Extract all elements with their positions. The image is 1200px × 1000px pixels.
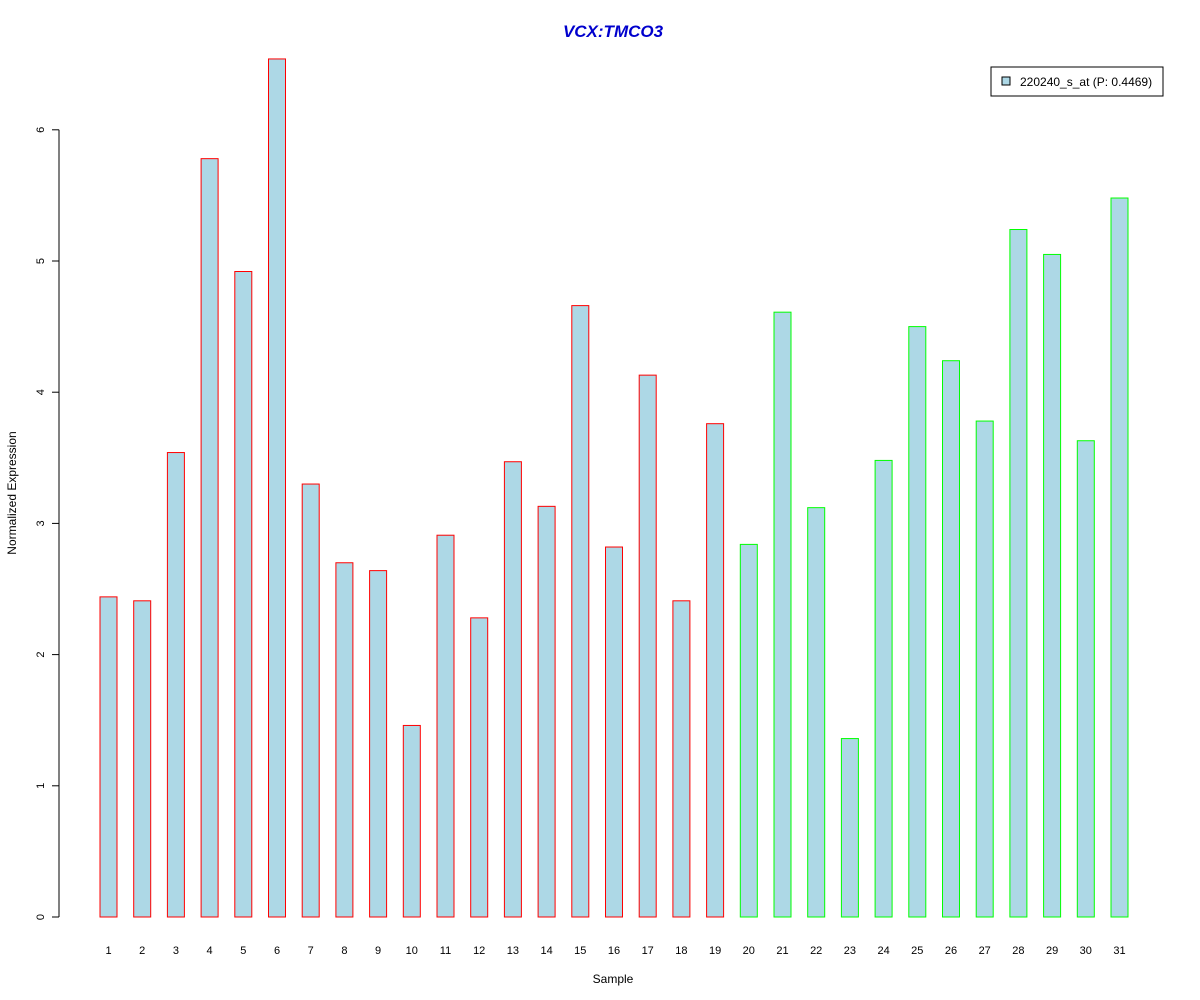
x-tick-label: 10 — [406, 945, 418, 957]
x-tick-label: 7 — [308, 945, 314, 957]
x-tick-label: 16 — [608, 945, 620, 957]
bar-sample-5 — [234, 271, 253, 918]
y-tick-label: 1 — [35, 783, 47, 789]
bar-sample-4 — [200, 158, 219, 918]
x-tick-label: 12 — [473, 945, 485, 957]
x-tick-label: 1 — [105, 945, 111, 957]
legend-swatch — [1001, 76, 1011, 86]
x-tick-label: 14 — [540, 945, 552, 957]
bar-sample-31 — [1110, 197, 1129, 918]
y-axis: 0 1 2 3 4 5 6 — [35, 127, 60, 920]
y-tick-label: 5 — [35, 258, 47, 264]
y-tick-label: 3 — [35, 520, 47, 526]
bar-sample-25 — [908, 326, 927, 918]
x-tick-label: 5 — [240, 945, 246, 957]
x-tick-label: 21 — [776, 945, 788, 957]
bars — [99, 58, 1129, 918]
x-tick-label: 25 — [911, 945, 923, 957]
x-tick-label: 22 — [810, 945, 822, 957]
bar-sample-1 — [99, 596, 118, 918]
bar-sample-2 — [133, 600, 152, 918]
x-tick-label: 11 — [440, 945, 451, 957]
x-tick-label: 29 — [1046, 945, 1058, 957]
bar-sample-7 — [301, 483, 320, 918]
x-tick-label: 3 — [173, 945, 179, 957]
legend: 220240_s_at (P: 0.4469) — [990, 66, 1164, 97]
bar-sample-12 — [470, 617, 489, 918]
bar-sample-28 — [1009, 229, 1028, 918]
bar-sample-9 — [369, 570, 388, 918]
bar-sample-21 — [773, 311, 792, 918]
bar-sample-3 — [166, 452, 185, 918]
x-tick-label: 19 — [709, 945, 721, 957]
x-tick-label: 17 — [642, 945, 654, 957]
bar-sample-6 — [268, 58, 286, 918]
x-axis-label: Sample — [593, 972, 634, 986]
y-tick-label: 2 — [35, 652, 47, 658]
x-tick-label: 28 — [1012, 945, 1024, 957]
bar-sample-10 — [402, 724, 421, 918]
bar-sample-29 — [1043, 253, 1062, 918]
x-tick-label: 27 — [979, 945, 991, 957]
y-tick-label: 0 — [35, 914, 47, 920]
x-tick-label: 13 — [507, 945, 519, 957]
bar-sample-8 — [335, 562, 354, 918]
x-tick-label: 6 — [274, 945, 280, 957]
bar-sample-11 — [436, 534, 455, 918]
y-axis-label: Normalized Expression — [5, 431, 19, 554]
bar-sample-13 — [503, 461, 522, 918]
x-tick-label: 30 — [1080, 945, 1092, 957]
x-tick-label: 23 — [844, 945, 856, 957]
legend-label: 220240_s_at (P: 0.4469) — [1020, 75, 1152, 89]
y-tick-label: 6 — [35, 127, 47, 133]
bar-sample-17 — [638, 374, 657, 918]
chart-title: VCX:TMCO3 — [563, 22, 664, 41]
x-axis: 1 2 3 4 5 6 7 8 9 10 11 12 13 14 15 16 17 18 19 20 21 22 23 24 2… — [105, 945, 1125, 957]
bar-sample-15 — [571, 305, 590, 918]
x-tick-label: 26 — [945, 945, 957, 957]
legend-box — [990, 66, 1164, 97]
x-tick-label: 31 — [1113, 945, 1125, 957]
bar-sample-18 — [672, 600, 691, 918]
x-tick-label: 2 — [139, 945, 145, 957]
bar-sample-30 — [1076, 440, 1095, 918]
bar-sample-14 — [537, 505, 556, 918]
x-tick-label: 24 — [877, 945, 889, 957]
x-tick-label: 15 — [574, 945, 586, 957]
x-tick-label: 18 — [675, 945, 687, 957]
x-tick-label: 4 — [207, 945, 213, 957]
bar-sample-20 — [739, 543, 758, 918]
bar-sample-23 — [840, 738, 859, 918]
bar-sample-26 — [942, 360, 960, 918]
bar-sample-16 — [605, 546, 623, 918]
bar-sample-27 — [975, 420, 994, 918]
x-tick-label: 8 — [341, 945, 347, 957]
bar-sample-24 — [874, 459, 893, 918]
x-tick-label: 20 — [743, 945, 755, 957]
x-tick-label: 9 — [375, 945, 381, 957]
bar-sample-19 — [706, 423, 725, 918]
bar-sample-22 — [807, 507, 826, 918]
y-tick-label: 4 — [35, 389, 47, 395]
